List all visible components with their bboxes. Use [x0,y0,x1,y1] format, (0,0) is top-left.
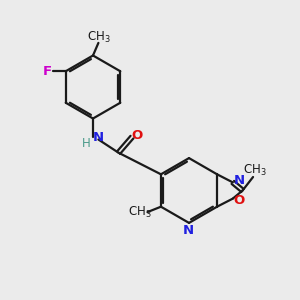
Text: N: N [93,131,104,144]
Text: N: N [234,173,245,187]
Text: O: O [234,194,245,208]
Text: O: O [132,129,143,142]
Text: CH$_3$: CH$_3$ [243,163,266,178]
Text: N: N [183,224,194,237]
Text: F: F [43,65,52,78]
Text: H: H [82,137,91,150]
Text: CH$_3$: CH$_3$ [128,205,152,220]
Text: CH$_3$: CH$_3$ [87,30,110,45]
